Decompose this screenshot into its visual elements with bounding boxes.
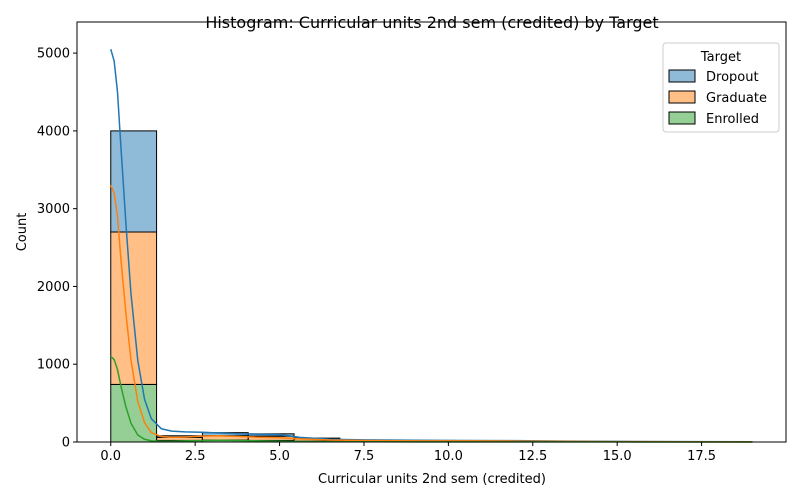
x-tick-label: 17.5 bbox=[687, 449, 716, 464]
y-axis-title: Count bbox=[15, 213, 30, 252]
bars-group bbox=[110, 130, 753, 443]
y-tick-label: 0 bbox=[62, 436, 70, 451]
legend-label-graduate: Graduate bbox=[706, 91, 767, 106]
legend-label-dropout: Dropout bbox=[706, 70, 759, 85]
x-axis-title: Curricular units 2nd sem (credited) bbox=[318, 472, 546, 487]
kde-lines-group bbox=[110, 49, 753, 443]
legend-swatch-enrolled bbox=[668, 111, 696, 125]
y-tick-label: 4000 bbox=[37, 124, 70, 139]
legend-box bbox=[662, 42, 780, 133]
legend-swatch-dropout bbox=[668, 69, 696, 83]
plot-area bbox=[76, 21, 787, 443]
x-tick-label: 15.0 bbox=[603, 449, 632, 464]
y-axis: 0 1000 2000 3000 4000 5000 bbox=[37, 47, 77, 451]
legend: Target Dropout Graduate Enrolled bbox=[662, 42, 780, 133]
bar-dropout-0 bbox=[110, 130, 158, 233]
y-tick-label: 3000 bbox=[37, 202, 70, 217]
legend-swatch-graduate bbox=[668, 90, 696, 104]
bar-graduate-0 bbox=[110, 231, 158, 385]
x-axis: 0.0 2.5 5.0 7.5 10.0 12.5 15.0 17.5 bbox=[100, 442, 716, 464]
x-tick-label: 7.5 bbox=[354, 449, 375, 464]
plot-frame bbox=[76, 21, 787, 443]
x-tick-label: 5.0 bbox=[269, 449, 290, 464]
x-tick-label: 0.0 bbox=[100, 449, 121, 464]
y-tick-label: 2000 bbox=[37, 280, 70, 295]
x-tick-label: 2.5 bbox=[185, 449, 206, 464]
kde-line-enrolled bbox=[110, 355, 753, 443]
kde-line-dropout bbox=[110, 49, 753, 443]
legend-label-enrolled: Enrolled bbox=[706, 112, 759, 127]
x-tick-label: 12.5 bbox=[518, 449, 547, 464]
y-tick-label: 1000 bbox=[37, 358, 70, 373]
y-tick-label: 5000 bbox=[37, 47, 70, 62]
legend-title: Target bbox=[700, 50, 741, 65]
legend-entries: Dropout Graduate Enrolled bbox=[668, 69, 767, 127]
kde-line-graduate bbox=[110, 185, 753, 443]
x-tick-label: 10.0 bbox=[434, 449, 463, 464]
